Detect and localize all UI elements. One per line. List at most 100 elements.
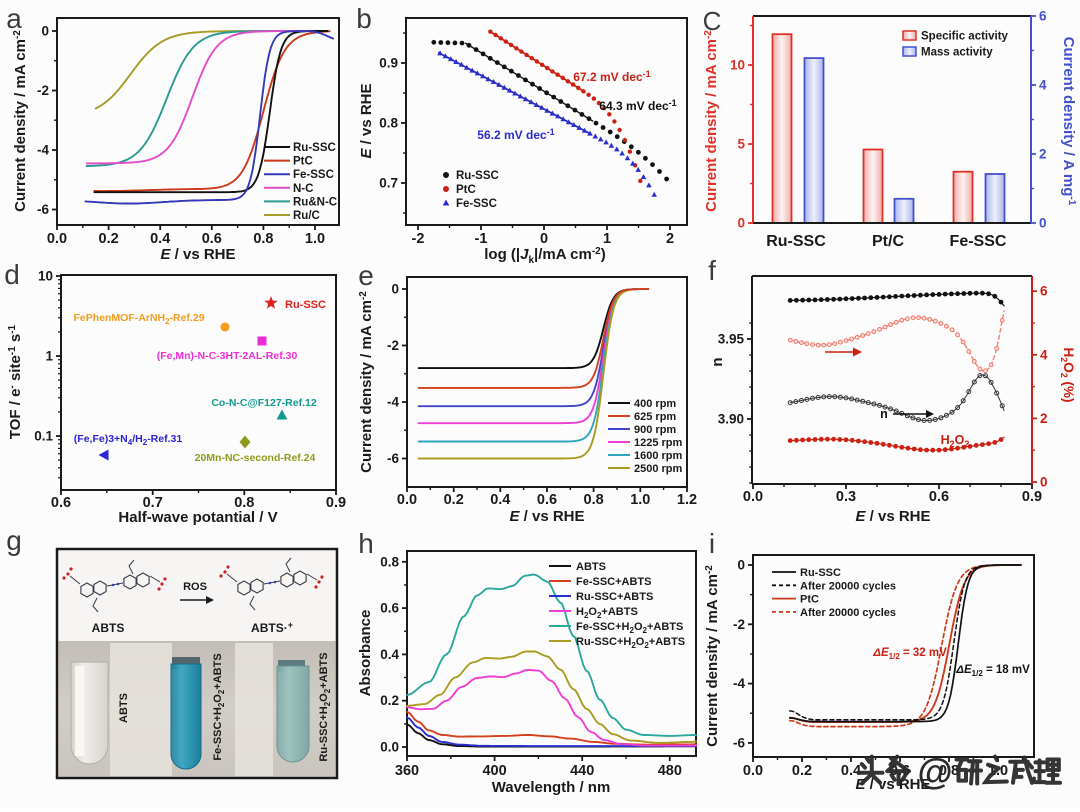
svg-text:0.9: 0.9	[1022, 489, 1042, 505]
svg-text:2: 2	[1039, 147, 1047, 162]
svg-text:PtC: PtC	[293, 156, 313, 168]
svg-text:0: 0	[737, 558, 745, 573]
svg-text:0.6: 0.6	[537, 492, 557, 508]
svg-text:E / vs RHE: E / vs RHE	[160, 246, 235, 263]
svg-text:360: 360	[395, 763, 419, 779]
svg-text:-1: -1	[475, 231, 488, 247]
svg-text:g: g	[6, 525, 22, 556]
svg-text:0.3: 0.3	[836, 489, 856, 505]
svg-text:56.2 mV dec-1: 56.2 mV dec-1	[477, 127, 554, 142]
svg-text:-6: -6	[387, 451, 399, 466]
svg-text:0.8: 0.8	[584, 492, 604, 508]
svg-text:-2: -2	[733, 617, 745, 632]
svg-text:Fe-SSC+H2O2+ABTS: Fe-SSC+H2O2+ABTS	[212, 653, 226, 760]
svg-text:-6: -6	[37, 202, 49, 217]
svg-text:0.4: 0.4	[380, 647, 399, 662]
svg-text:0.1: 0.1	[34, 429, 53, 444]
svg-text:10: 10	[38, 269, 53, 284]
svg-text:6: 6	[1040, 284, 1048, 299]
svg-text:1: 1	[603, 231, 611, 247]
svg-text:0.2: 0.2	[380, 693, 399, 708]
svg-text:Specific activity: Specific activity	[921, 31, 1009, 43]
svg-text:0.0: 0.0	[743, 763, 763, 779]
svg-text:0.6: 0.6	[929, 489, 949, 505]
svg-text:10: 10	[730, 58, 745, 73]
svg-text:0.8: 0.8	[379, 116, 398, 131]
svg-text:-2: -2	[412, 231, 425, 247]
svg-text:ABTS: ABTS	[576, 561, 606, 573]
svg-text:Ru-SSC+ABTS: Ru-SSC+ABTS	[576, 591, 653, 603]
svg-text:0.8: 0.8	[380, 554, 399, 569]
svg-text:Ru-SSC: Ru-SSC	[766, 233, 826, 250]
svg-text:625 rpm: 625 rpm	[634, 411, 676, 423]
svg-text:Ru-SSC: Ru-SSC	[456, 170, 499, 182]
svg-text:b: b	[356, 3, 372, 34]
svg-text:ABTS·+: ABTS·+	[251, 620, 293, 635]
svg-text:Mass activity: Mass activity	[921, 47, 993, 59]
svg-text:0.0: 0.0	[743, 489, 763, 505]
svg-text:2: 2	[666, 231, 674, 247]
svg-text:d: d	[4, 259, 20, 290]
svg-text:@: @	[917, 751, 952, 792]
svg-text:n: n	[709, 357, 726, 366]
svg-text:(Fe,Mn)-N-C-3HT-2AL-Ref.30: (Fe,Mn)-N-C-3HT-2AL-Ref.30	[157, 350, 298, 362]
svg-text:ΔE1/2 = 18 mV: ΔE1/2 = 18 mV	[955, 664, 1030, 678]
svg-text:0.0: 0.0	[397, 492, 417, 508]
svg-text:C: C	[703, 6, 722, 36]
svg-text:Ru-SSC+H2O2+ABTS: Ru-SSC+H2O2+ABTS	[318, 652, 332, 761]
svg-text:Absorbance: Absorbance	[357, 610, 374, 697]
svg-text:3.95: 3.95	[718, 332, 745, 347]
svg-text:0.4: 0.4	[150, 231, 170, 247]
svg-text:1.0: 1.0	[630, 492, 650, 508]
svg-text:0: 0	[1039, 216, 1047, 231]
svg-text:Fe-SSC: Fe-SSC	[950, 233, 1007, 250]
svg-text:0.9: 0.9	[379, 56, 398, 71]
svg-text:H2O2+ABTS: H2O2+ABTS	[576, 606, 638, 620]
svg-text:0.9: 0.9	[326, 495, 346, 511]
svg-text:Ru-SSC+H2O2+ABTS: Ru-SSC+H2O2+ABTS	[576, 636, 685, 650]
svg-text:0.4: 0.4	[841, 763, 861, 779]
svg-text:Fe-SSC: Fe-SSC	[293, 169, 334, 181]
svg-text:Fe-SSC: Fe-SSC	[456, 198, 497, 210]
svg-text:0.6: 0.6	[202, 231, 222, 247]
svg-text:h: h	[358, 528, 374, 559]
svg-text:0: 0	[1040, 475, 1048, 490]
svg-text:0: 0	[540, 231, 548, 247]
svg-text:-2: -2	[37, 83, 49, 98]
svg-text:6: 6	[1039, 9, 1047, 24]
svg-text:ABTS: ABTS	[118, 693, 130, 723]
svg-text:Current density / mA cm-2: Current density / mA cm-2	[703, 30, 720, 212]
svg-text:0.2: 0.2	[792, 763, 812, 779]
svg-text:Fe-SSC+H2O2+ABTS: Fe-SSC+H2O2+ABTS	[576, 621, 683, 635]
svg-text:log (|Jk|/mA cm-2): log (|Jk|/mA cm-2)	[484, 246, 606, 266]
svg-text:E / vs RHE: E / vs RHE	[509, 508, 584, 525]
svg-text:i: i	[709, 528, 715, 559]
svg-text:Ru-SSC: Ru-SSC	[800, 567, 841, 579]
svg-text:-2: -2	[387, 338, 399, 353]
svg-text:Ru-SSC: Ru-SSC	[285, 299, 326, 311]
svg-text:-4: -4	[37, 143, 49, 158]
svg-text:0.0: 0.0	[47, 231, 67, 247]
svg-text:0: 0	[737, 216, 745, 231]
svg-text:2500 rpm: 2500 rpm	[634, 463, 683, 475]
svg-text:0.8: 0.8	[253, 231, 273, 247]
svg-text:400: 400	[482, 763, 506, 779]
svg-text:-4: -4	[387, 395, 399, 410]
svg-text:TOF / e- site-1 s-1: TOF / e- site-1 s-1	[7, 324, 24, 439]
svg-text:Current density / mA cm-2: Current density / mA cm-2	[358, 291, 375, 473]
svg-text:E / vs RHE: E / vs RHE	[358, 83, 375, 158]
svg-text:0.4: 0.4	[490, 492, 510, 508]
svg-text:5: 5	[737, 137, 745, 152]
svg-text:0.7: 0.7	[379, 176, 398, 191]
svg-text:Current density / mA cm-2: Current density / mA cm-2	[12, 30, 29, 212]
svg-text:Current density / A mg-1: Current density / A mg-1	[1060, 37, 1077, 206]
svg-text:e: e	[358, 260, 374, 291]
svg-text:PtC: PtC	[456, 184, 476, 196]
svg-text:(Fe,Fe)3+N4/H2-Ref.31: (Fe,Fe)3+N4/H2-Ref.31	[74, 433, 183, 447]
svg-text:0.2: 0.2	[99, 231, 119, 247]
svg-text:0.0: 0.0	[380, 740, 399, 755]
svg-text:ABTS: ABTS	[92, 621, 125, 635]
svg-text:1225 rpm: 1225 rpm	[634, 437, 683, 449]
svg-text:1600 rpm: 1600 rpm	[634, 450, 683, 462]
svg-text:-6: -6	[733, 735, 745, 750]
